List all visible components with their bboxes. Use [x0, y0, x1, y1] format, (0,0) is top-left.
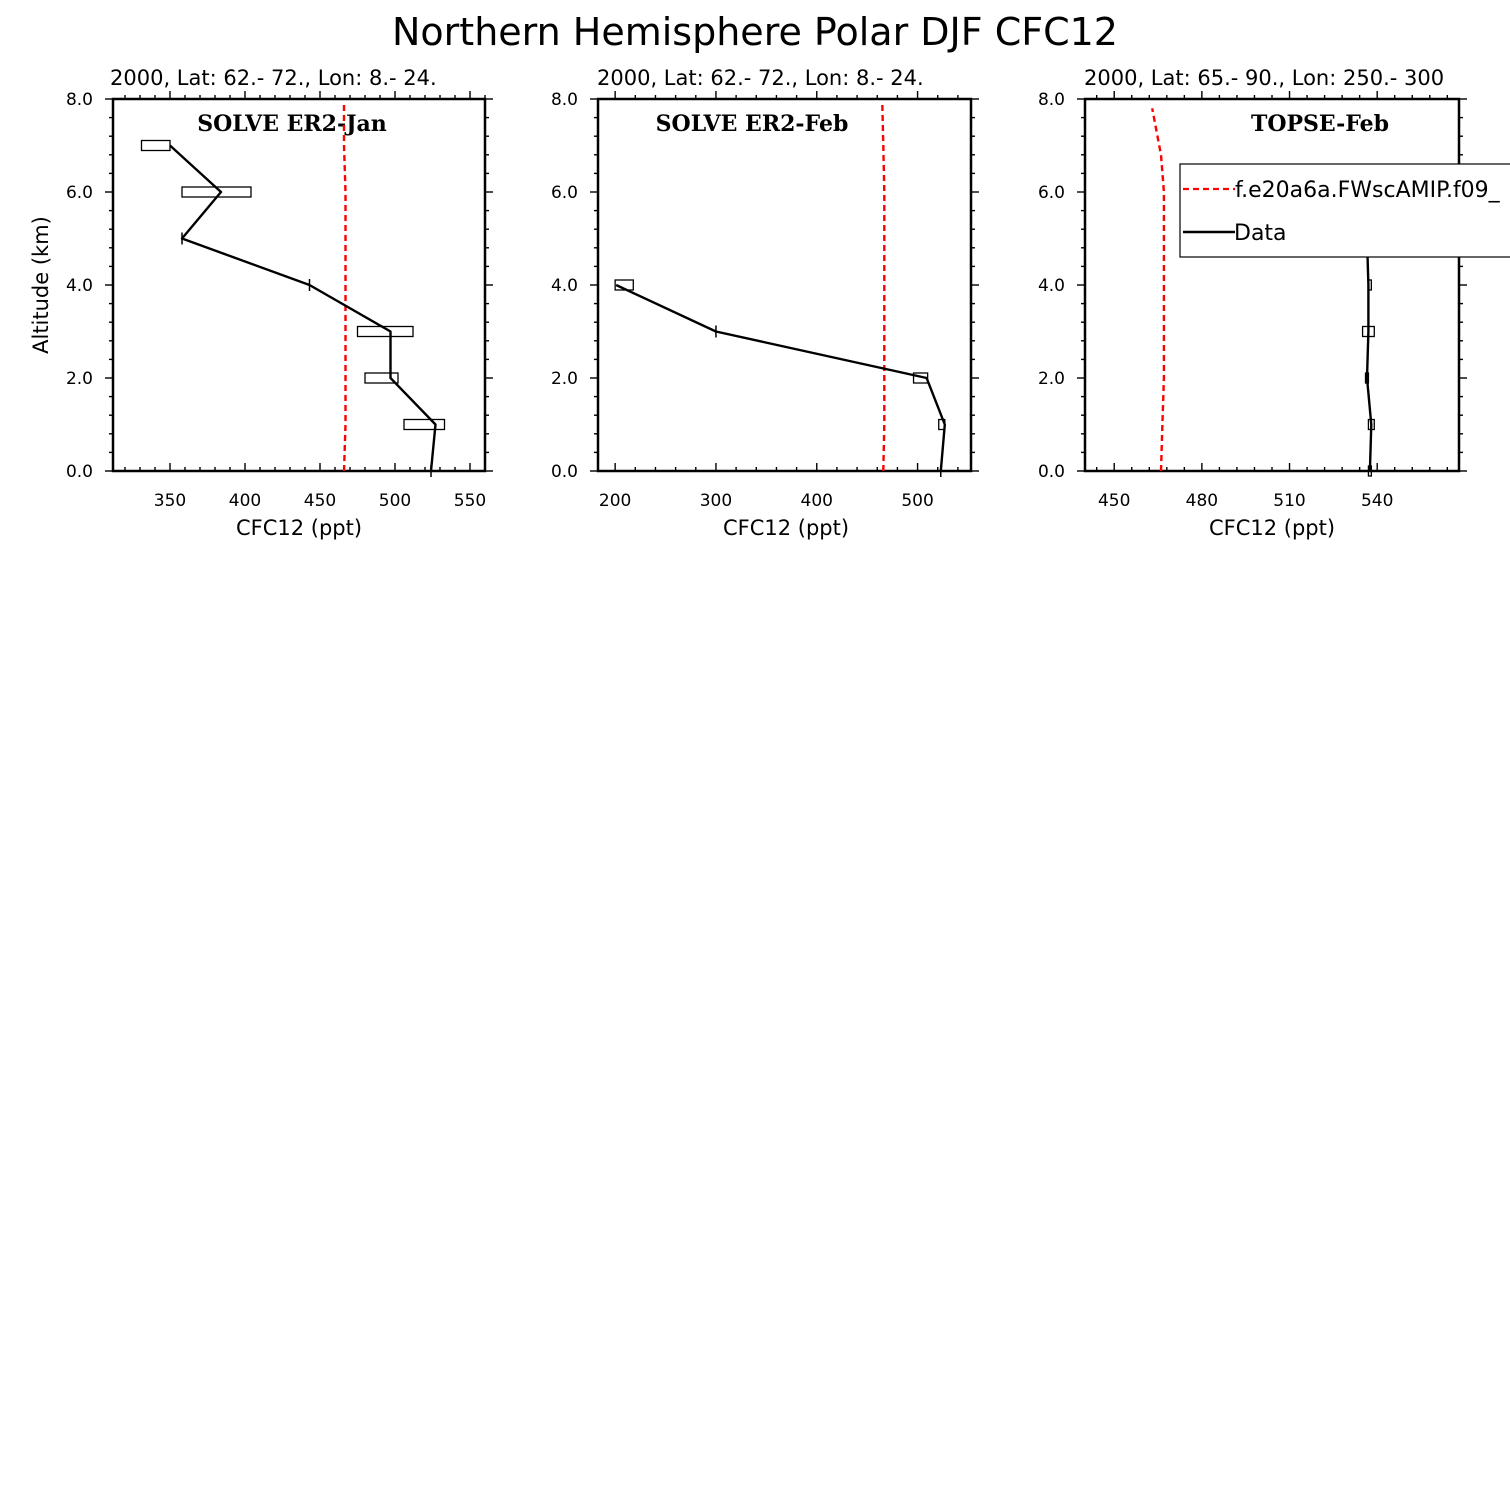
panel-solve-er2-jan: 2000, Lat: 62.- 72., Lon: 8.- 24. SOLVE …	[29, 66, 493, 540]
plot-frame	[111, 97, 487, 473]
y-tick-label: 0.0	[551, 462, 578, 482]
x-tick-label: 300	[700, 491, 732, 511]
x-tick-label: 550	[454, 491, 486, 511]
y-tick-label: 4.0	[66, 276, 93, 296]
y-axis-title: Altitude (km)	[29, 216, 53, 354]
x-axis-title: CFC12 (ppt)	[236, 516, 362, 540]
panel-label: TOPSE-Feb	[1251, 111, 1389, 137]
data-range-box	[1367, 418, 1375, 431]
data-range-box	[356, 325, 414, 338]
plot-frame	[596, 97, 973, 473]
x-tick-label: 500	[901, 491, 933, 511]
data-range-box	[140, 139, 171, 152]
data-range-box	[364, 372, 399, 384]
figure-title: Northern Hemisphere Polar DJF CFC12	[392, 10, 1118, 54]
model-profile-line	[881, 103, 886, 472]
panel-subtitle: 2000, Lat: 65.- 90., Lon: 250.- 300	[1084, 66, 1444, 90]
data-range-box	[181, 186, 252, 198]
legend-box	[1179, 163, 1510, 258]
y-tick-label: 2.0	[1038, 369, 1065, 389]
x-axis-title: CFC12 (ppt)	[723, 516, 849, 540]
x-axis-title: CFC12 (ppt)	[1209, 516, 1335, 540]
data-range-box	[403, 418, 446, 431]
y-tick-label: 2.0	[551, 369, 578, 389]
y-tick-label: 6.0	[66, 183, 93, 203]
x-tick-label: 400	[229, 491, 261, 511]
data-profile-line	[615, 283, 946, 472]
data-range-box	[1367, 465, 1372, 477]
x-tick-label: 510	[1273, 491, 1305, 511]
data-range-box	[1364, 372, 1370, 384]
y-tick-label: 8.0	[1038, 90, 1065, 110]
legend: f.e20a6a.FWscAMIP.f09_ Data	[1179, 163, 1510, 258]
panel-subtitle: 2000, Lat: 62.- 72., Lon: 8.- 24.	[597, 66, 924, 90]
x-tick-label: 400	[801, 491, 833, 511]
y-tick-label: 4.0	[551, 276, 578, 296]
panel-label: SOLVE ER2-Jan	[197, 111, 387, 137]
y-tick-label: 8.0	[551, 90, 578, 110]
y-tick-label: 4.0	[1038, 276, 1065, 296]
data-profile-line	[169, 144, 437, 472]
x-tick-label: 450	[1098, 491, 1130, 511]
y-tick-label: 6.0	[551, 183, 578, 203]
model-profile-line	[342, 103, 347, 472]
panel-solve-er2-feb: 2000, Lat: 62.- 72., Lon: 8.- 24. SOLVE …	[551, 66, 979, 540]
x-tick-label: 480	[1186, 491, 1218, 511]
panel-label: SOLVE ER2-Feb	[656, 111, 849, 137]
data-range-box	[1361, 325, 1375, 338]
x-tick-label: 500	[379, 491, 411, 511]
y-tick-label: 6.0	[1038, 183, 1065, 203]
y-tick-label: 0.0	[66, 462, 93, 482]
x-tick-label: 540	[1361, 491, 1393, 511]
plot-frame	[1083, 97, 1461, 473]
y-tick-label: 2.0	[66, 369, 93, 389]
y-tick-label: 8.0	[66, 90, 93, 110]
legend-data-label: Data	[1234, 221, 1287, 246]
x-tick-label: 450	[304, 491, 336, 511]
x-tick-label: 200	[599, 491, 631, 511]
data-range-box	[912, 372, 929, 384]
y-tick-label: 0.0	[1038, 462, 1065, 482]
legend-model-label: f.e20a6a.FWscAMIP.f09_	[1235, 178, 1501, 203]
panel-topse-feb: 2000, Lat: 65.- 90., Lon: 250.- 300 TOPS…	[1038, 66, 1467, 540]
x-tick-label: 350	[154, 491, 186, 511]
data-range-box	[1367, 279, 1372, 291]
data-range-box	[938, 418, 946, 431]
data-range-box	[614, 279, 634, 291]
panel-subtitle: 2000, Lat: 62.- 72., Lon: 8.- 24.	[110, 66, 437, 90]
